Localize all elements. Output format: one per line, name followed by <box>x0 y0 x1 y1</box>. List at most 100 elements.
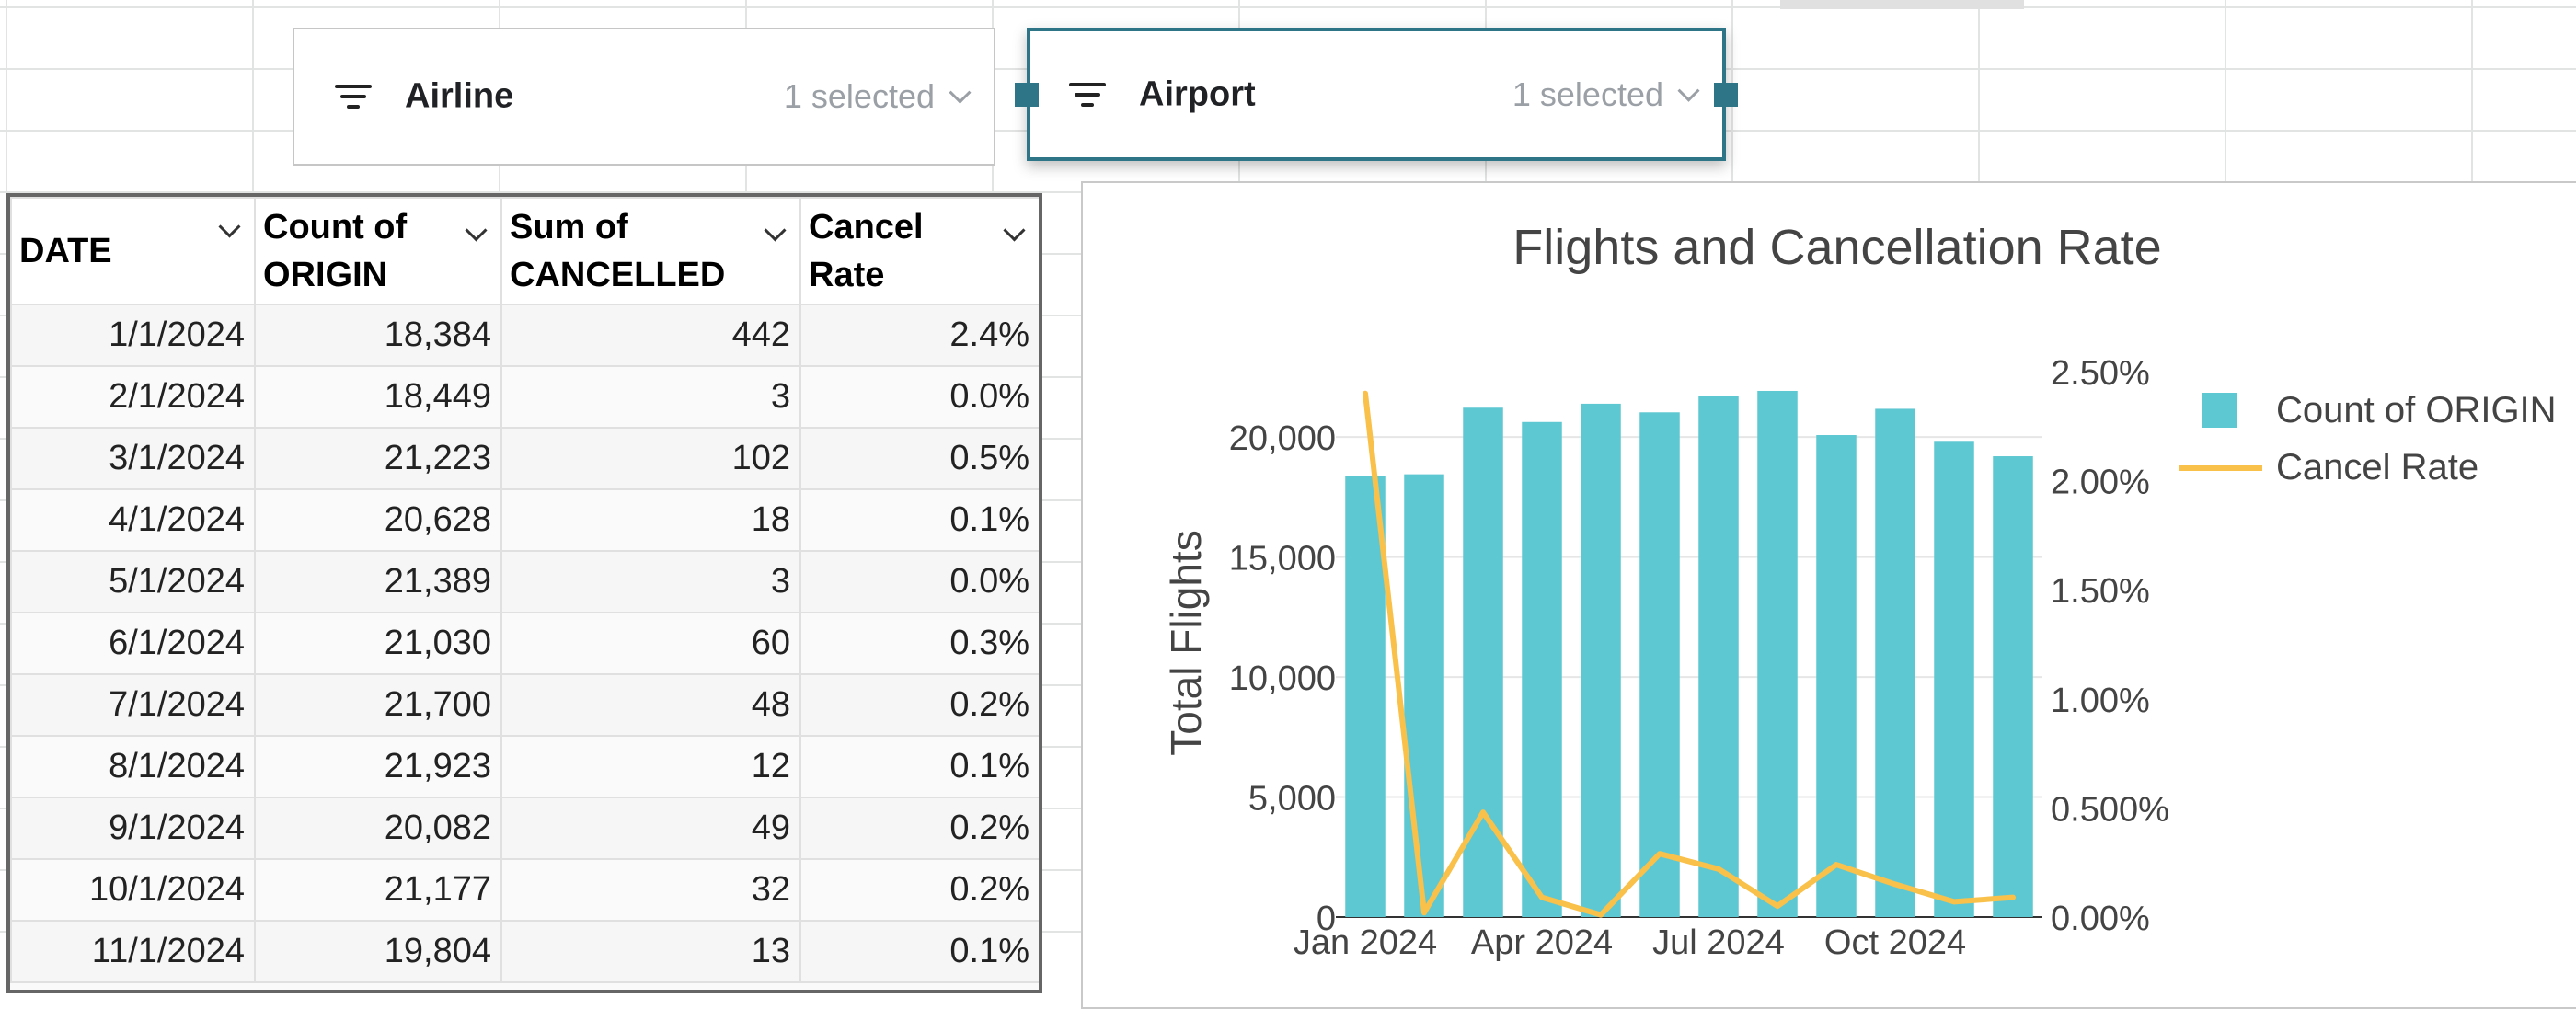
slicer-selection[interactable]: 1 selected <box>784 77 935 116</box>
table-cell[interactable]: 21,030 <box>255 613 501 674</box>
x-tick-label: Apr 2024 <box>1471 923 1613 962</box>
table-cell[interactable]: 8/1/2024 <box>11 736 255 797</box>
table-cell[interactable]: 0.2% <box>800 674 1040 736</box>
table-cell[interactable]: 0.0% <box>800 366 1040 428</box>
x-tick-label: Oct 2024 <box>1824 923 1966 962</box>
table-cell[interactable]: 2/1/2024 <box>11 366 255 428</box>
table-cell[interactable]: 0.1% <box>800 736 1040 797</box>
y2-tick-label: 2.50% <box>2051 354 2150 393</box>
filter-icon <box>1069 81 1106 109</box>
horizontal-scrollbar[interactable] <box>1780 0 2024 9</box>
bar <box>1757 391 1798 917</box>
table-cell[interactable]: 18 <box>501 489 800 551</box>
table-cell[interactable]: 10/1/2024 <box>11 859 255 921</box>
chevron-down-icon[interactable] <box>949 82 971 104</box>
slicer-title: Airport <box>1139 75 1256 114</box>
filter-icon <box>335 83 372 110</box>
table-cell[interactable]: 0.1% <box>800 489 1040 551</box>
table-cell[interactable]: 0.5% <box>800 428 1040 489</box>
chart-title: Flights and Cancellation Rate <box>1512 220 2161 275</box>
table-cell[interactable]: 12 <box>501 736 800 797</box>
bar <box>1698 396 1739 917</box>
pivot-header-sum-cancelled[interactable]: Sum of CANCELLED <box>501 198 800 304</box>
pivot-header-count-origin[interactable]: Count of ORIGIN <box>255 198 501 304</box>
table-cell[interactable]: 21,177 <box>255 859 501 921</box>
chevron-down-icon[interactable] <box>218 215 240 237</box>
slicer-title: Airline <box>405 77 513 117</box>
table-cell[interactable]: 4/1/2024 <box>11 489 255 551</box>
table-cell[interactable]: 2.4% <box>800 304 1040 366</box>
bar <box>1816 435 1857 917</box>
table-cell[interactable]: 11/1/2024 <box>11 921 255 982</box>
table-cell[interactable]: 21,700 <box>255 674 501 736</box>
chevron-down-icon[interactable] <box>1677 79 1699 101</box>
table-cell[interactable]: 0.2% <box>800 797 1040 859</box>
y2-tick-label: 1.50% <box>2051 572 2150 611</box>
table-cell[interactable]: 0.0% <box>800 551 1040 613</box>
chevron-down-icon[interactable] <box>764 219 786 241</box>
table-cell[interactable]: 21,223 <box>255 428 501 489</box>
table-cell[interactable]: 0.2% <box>800 859 1040 921</box>
table-cell[interactable]: 9/1/2024 <box>11 797 255 859</box>
slicer-airport[interactable]: Airport 1 selected <box>1027 28 1726 161</box>
x-tick-label: Jan 2024 <box>1294 923 1437 962</box>
table-cell[interactable]: 3 <box>501 551 800 613</box>
table-cell[interactable]: 48 <box>501 674 800 736</box>
bar <box>1993 456 2033 917</box>
table-cell[interactable]: 0.3% <box>800 613 1040 674</box>
y2-tick-label: 2.00% <box>2051 464 2150 502</box>
bar <box>1875 408 1915 917</box>
y-tick-label: 15,000 <box>1229 540 1336 579</box>
y-tick-label: 20,000 <box>1229 419 1336 458</box>
table-cell[interactable]: 19,804 <box>255 921 501 982</box>
table-cell[interactable]: 13 <box>501 921 800 982</box>
table-cell[interactable]: 7/1/2024 <box>11 674 255 736</box>
pivot-table[interactable]: DATE Count of ORIGIN Sum of CANCELLED Ca… <box>6 193 1042 993</box>
table-cell[interactable]: 6/1/2024 <box>11 613 255 674</box>
table-cell[interactable]: 20,082 <box>255 797 501 859</box>
table-cell[interactable]: 3 <box>501 366 800 428</box>
resize-handle-left[interactable] <box>1015 83 1039 107</box>
chevron-down-icon[interactable] <box>1003 219 1025 241</box>
table-cell[interactable]: 21,389 <box>255 551 501 613</box>
slicer-airline[interactable]: Airline 1 selected <box>293 28 995 166</box>
table-cell[interactable]: 442 <box>501 304 800 366</box>
header-label: DATE <box>19 232 112 270</box>
table-cell[interactable]: 1/1/2024 <box>11 304 255 366</box>
table-cell[interactable]: 49 <box>501 797 800 859</box>
chevron-down-icon[interactable] <box>465 219 487 241</box>
pivot-header-cancel-rate[interactable]: Cancel Rate <box>800 198 1040 304</box>
table-cell[interactable]: 18,384 <box>255 304 501 366</box>
y2-tick-label: 0.500% <box>2051 790 2169 829</box>
bar <box>1581 404 1621 917</box>
table-cell[interactable]: 20,628 <box>255 489 501 551</box>
legend-label: Count of ORIGIN <box>2276 390 2557 430</box>
header-label: Cancel Rate <box>809 208 924 294</box>
header-label: Count of ORIGIN <box>263 208 407 294</box>
resize-handle-right[interactable] <box>1714 83 1738 107</box>
legend-swatch-bar <box>2202 393 2237 428</box>
pivot-header-date[interactable]: DATE <box>11 198 255 304</box>
y2-tick-label: 0.00% <box>2051 900 2150 938</box>
table-cell[interactable]: 21,923 <box>255 736 501 797</box>
table-cell[interactable]: 32 <box>501 859 800 921</box>
table-cell[interactable]: 60 <box>501 613 800 674</box>
header-label: Sum of CANCELLED <box>510 208 725 294</box>
table-cell[interactable]: 18,449 <box>255 366 501 428</box>
table-cell[interactable]: 3/1/2024 <box>11 428 255 489</box>
x-tick-label: Jul 2024 <box>1652 923 1785 962</box>
y-tick-label: 5,000 <box>1248 780 1336 819</box>
bar <box>1522 422 1562 917</box>
slicer-selection[interactable]: 1 selected <box>1512 75 1663 114</box>
table-cell[interactable]: 0.1% <box>800 921 1040 982</box>
table-cell[interactable]: 102 <box>501 428 800 489</box>
table-cell[interactable]: 5/1/2024 <box>11 551 255 613</box>
